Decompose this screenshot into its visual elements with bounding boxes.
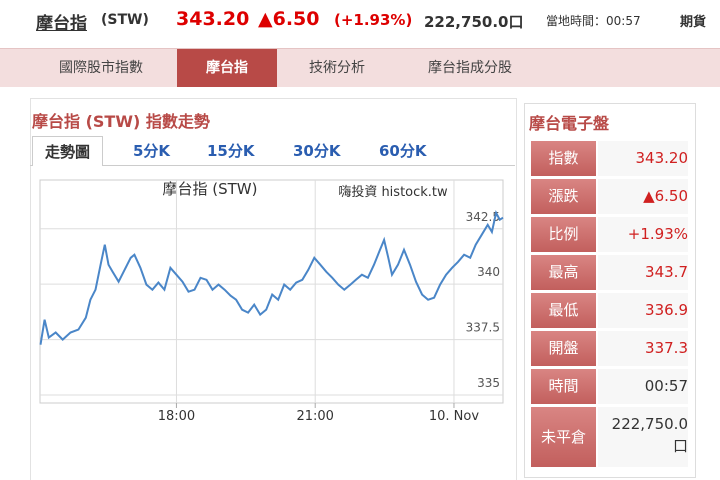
panel-label: 最高 [531,255,596,290]
x-tick-label: 21:00 [296,409,333,424]
y-tick-label: 335 [477,376,500,390]
pct: (+1.93%) [334,11,413,29]
chart: 摩台指 (STW) 嗨投資 histock.tw 335 337.5 340 342.… [39,179,504,424]
tab[interactable]: 走勢圖 [32,136,104,166]
x-tick-label: 10. Nov [429,409,479,424]
section-title: 摩台指 (STW) 指數走勢 [32,112,210,131]
y-tick-label: 340 [477,265,500,279]
panel [524,103,696,478]
title[interactable]: 摩台指 [36,14,87,34]
tab[interactable]: 60分K [379,142,427,160]
y-tick-label: 342.5 [466,210,500,224]
nav-item[interactable]: 摩台指成分股 [428,60,512,76]
nav-item[interactable]: 國際股市指數 [59,60,143,76]
panel-value: 343.20 [598,141,688,176]
panel-value: 336.9 [598,293,688,328]
price: 343.20 [176,8,250,30]
panel-label: 比例 [531,217,596,252]
panel-title: 摩台電子盤 [529,114,610,133]
tab[interactable]: 30分K [293,142,341,160]
plot-border [39,179,504,404]
panel-value: 00:57 [598,369,688,404]
panel-label: 未平倉 [531,407,596,467]
panel-label: 開盤 [531,331,596,366]
tab-line [30,165,515,166]
panel-label: 漲跌 [531,179,596,214]
panel-value: 222,750.0 口 [598,407,688,467]
nav-item[interactable]: 摩台指 [177,49,277,87]
menu[interactable]: 期貨 [680,15,707,30]
tab[interactable]: 5分K [133,142,171,160]
y-tick-label: 337.5 [466,321,500,335]
panel-label: 最低 [531,293,596,328]
panel-label: 指數 [531,141,596,176]
watermark: 嗨投資 histock.tw [338,184,448,200]
time: 當地時間：00:57 [546,14,641,28]
chart-title: 摩台指 (STW) [163,180,258,198]
panel-value: +1.93% [598,217,688,252]
tab[interactable]: 15分K [207,142,255,160]
panel-value: 343.7 [598,255,688,290]
panel-value: ▲6.50 [598,179,688,214]
code: (STW) [101,12,149,28]
change: ▲6.50 [258,8,320,30]
panel-value: 337.3 [598,331,688,366]
nav-item[interactable]: 技術分析 [309,60,365,76]
panel-label: 時間 [531,369,596,404]
nav-bar: 國際股市指數 摩台指 技術分析 摩台指成分股 [0,48,720,87]
chart-box [30,98,517,480]
x-tick-label: 18:00 [158,409,195,424]
volume: 222,750.0口 [424,13,524,31]
price-line [39,209,504,345]
